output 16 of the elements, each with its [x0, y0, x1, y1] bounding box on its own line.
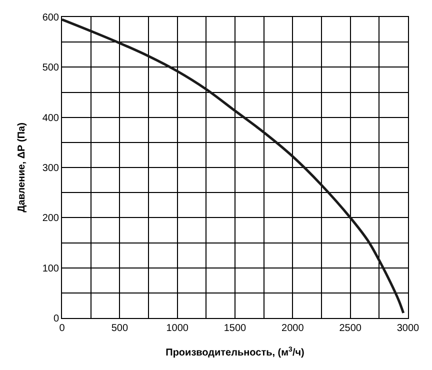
line-series: [62, 18, 405, 314]
x-tick-label: 2500: [339, 323, 362, 334]
x-tick-label: 3000: [396, 323, 420, 334]
y-tick-label: 600: [42, 12, 60, 24]
x-axis-title: Производительность, (м$^{3}$/ч): [166, 346, 304, 358]
x-tick-label: 500: [111, 323, 128, 334]
y-tick-label: 500: [42, 62, 60, 74]
y-tick-label: 100: [42, 263, 60, 274]
y-tick-label: 0: [53, 314, 60, 324]
y-tick-label: 300: [42, 163, 60, 174]
x-tick-label: 2000: [282, 323, 304, 334]
y-tick-label: 400: [42, 112, 60, 124]
x-tick-label: 1500: [224, 323, 247, 334]
y-axis-title: Давление, ΔР (Па): [16, 122, 28, 212]
x-tick-label: 1000: [166, 323, 189, 334]
y-tick-label: 200: [42, 213, 60, 224]
